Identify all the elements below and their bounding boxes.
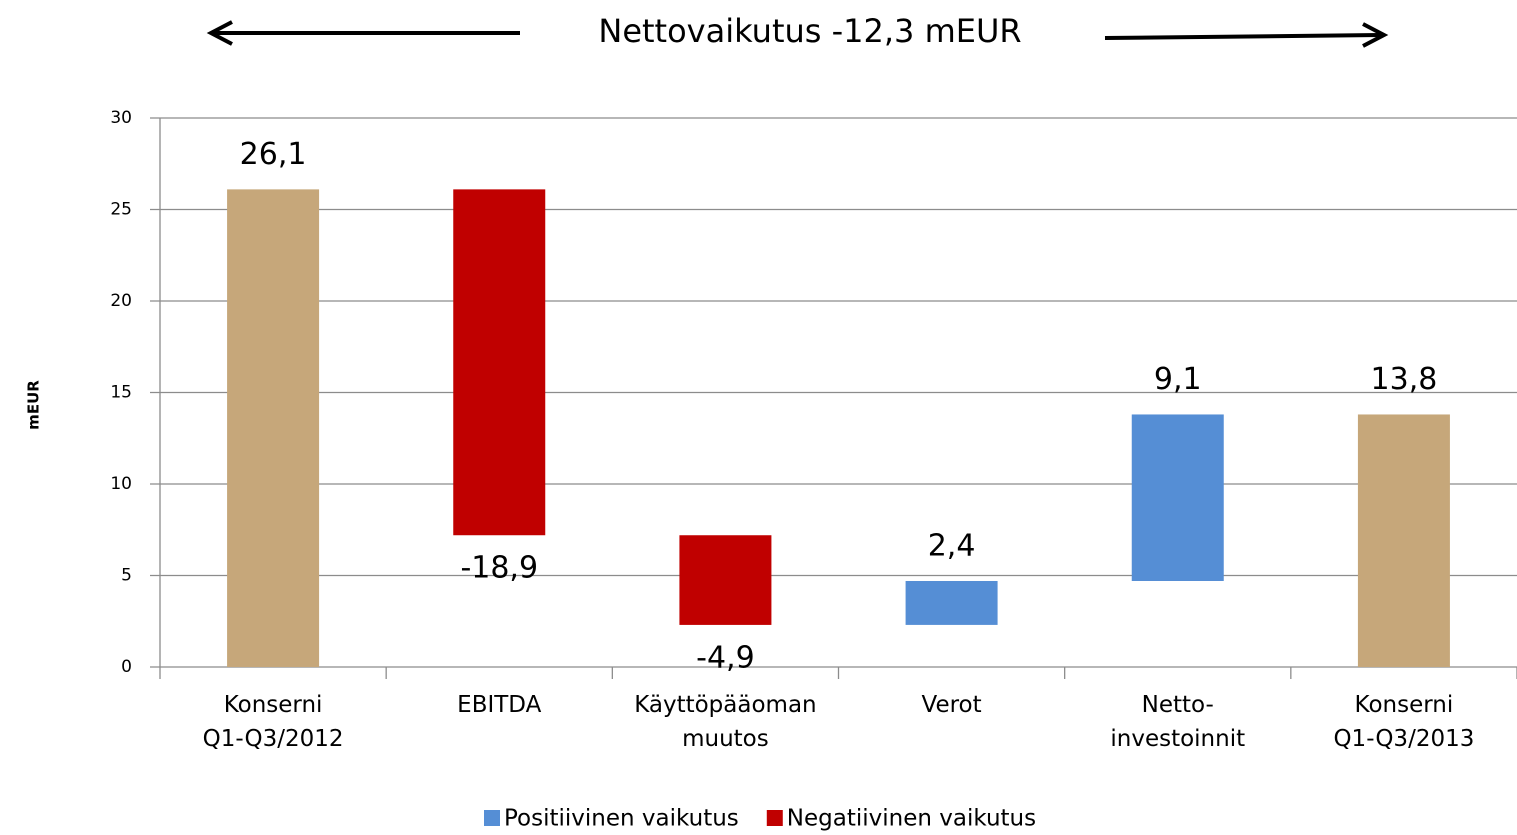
legend-label: Negatiivinen vaikutus xyxy=(787,806,1036,832)
legend-swatch xyxy=(766,810,783,826)
bar xyxy=(227,189,320,667)
right-arrow xyxy=(1104,22,1389,48)
x-tick-label: Konserni Q1-Q3/2013 xyxy=(1333,692,1474,752)
value-label: -18,9 xyxy=(460,551,538,586)
chart-title: Nettovaikutus -12,3 mEUR xyxy=(598,12,1021,50)
x-tick-label: Käyttöpääoman muutos xyxy=(634,692,816,752)
value-label: -4,9 xyxy=(696,640,755,675)
bar xyxy=(679,535,772,625)
y-axis-label: mEUR xyxy=(25,380,43,430)
legend-swatch xyxy=(484,810,500,826)
x-tick-label: Netto-investoinnit xyxy=(1110,692,1245,752)
legend-label: Positiivinen vaikutus xyxy=(504,806,739,832)
value-label: 9,1 xyxy=(1154,362,1202,397)
x-tick-label: Konserni Q1-Q3/2012 xyxy=(203,692,344,752)
bar xyxy=(905,580,998,625)
y-tick-label: 25 xyxy=(110,200,132,220)
x-tick-label: Verot xyxy=(922,692,982,718)
x-tick-label: EBITDA xyxy=(457,692,541,718)
value-label: 13,8 xyxy=(1371,362,1438,397)
y-tick-label: 30 xyxy=(110,108,132,128)
left-arrow xyxy=(206,20,520,46)
value-label: 2,4 xyxy=(928,528,976,563)
bar xyxy=(1357,414,1450,667)
y-tick-label: 15 xyxy=(110,383,132,403)
y-tick-label: 5 xyxy=(121,566,132,586)
y-tick-label: 20 xyxy=(110,291,132,311)
bar xyxy=(453,189,546,536)
value-label: 26,1 xyxy=(240,137,307,172)
y-tick-label: 10 xyxy=(110,474,132,494)
bar xyxy=(1131,414,1224,581)
y-tick-label: 0 xyxy=(121,657,132,677)
